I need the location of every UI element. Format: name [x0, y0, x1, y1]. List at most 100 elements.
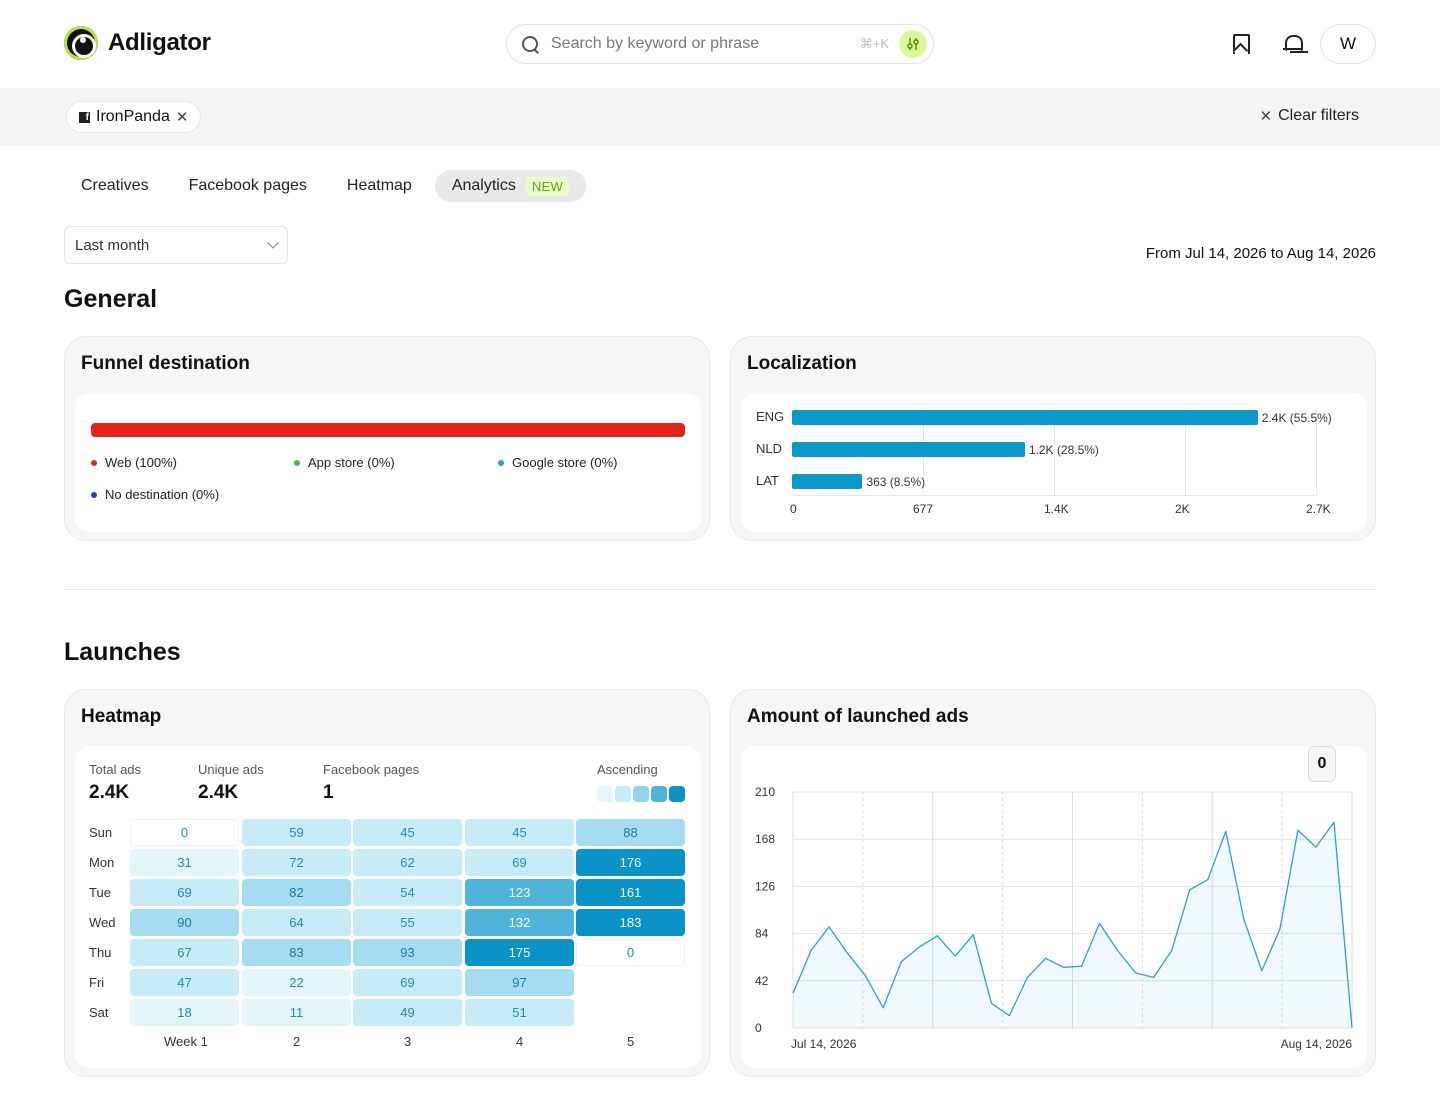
x-tick-label: 677 [913, 502, 934, 516]
heatmap-cell[interactable]: 69 [465, 849, 574, 876]
heatmap-cell[interactable]: 49 [353, 999, 462, 1026]
data-point [1007, 1014, 1011, 1018]
period-select[interactable]: Last month [64, 226, 288, 264]
heatmap-cell[interactable]: 45 [353, 819, 462, 846]
day-label: Tue [89, 885, 111, 900]
day-label: Thu [89, 945, 112, 960]
heatmap-cell[interactable]: 45 [465, 819, 574, 846]
x-tick-label: Jul 14, 2026 [791, 1037, 857, 1051]
card-title: Heatmap [81, 706, 162, 727]
heatmap-cell[interactable]: 83 [242, 939, 351, 966]
heatmap-cell[interactable]: 64 [242, 909, 351, 936]
search-input[interactable]: Search by keyword or phrase [551, 35, 760, 52]
avatar[interactable]: W [1320, 24, 1376, 64]
stat-label-unique-ads: Unique ads [198, 762, 264, 777]
day-label: Wed [89, 915, 116, 930]
heatmap-cell[interactable]: 69 [130, 879, 239, 906]
section-divider [64, 589, 1376, 590]
week-label: 2 [293, 1034, 301, 1049]
legend-item: No destination (0%) [91, 487, 219, 502]
clear-filters-label: Clear filters [1278, 107, 1359, 124]
brand-logo[interactable]: Adligator [64, 26, 211, 60]
x-tick-label: 1.4K [1044, 502, 1069, 516]
heatmap-cell[interactable]: 0 [576, 939, 685, 966]
day-label: Mon [89, 855, 115, 870]
data-point [1224, 829, 1228, 833]
tab-creatives[interactable]: Creatives [64, 170, 166, 202]
legend-dot [91, 491, 97, 498]
bar-nld [792, 442, 1025, 457]
series-area [793, 822, 1352, 1028]
heatmap-cell[interactable]: 18 [130, 999, 239, 1026]
bell-icon[interactable] [1282, 34, 1303, 54]
legend-dot [91, 459, 97, 466]
data-point [1170, 948, 1174, 952]
localization-body: 0 677 1.4K 2K 2.7K ENG 2.4K (55.5%) NLD 1.2K (28… [741, 393, 1367, 532]
legend-item: Web (100%) [91, 455, 177, 470]
heatmap-cell[interactable]: 0 [130, 819, 239, 846]
heatmap-cell[interactable]: 88 [576, 819, 685, 846]
gridline [1185, 409, 1186, 495]
week-label: 3 [404, 1034, 412, 1049]
filter-chip-ironpanda[interactable]: f IronPanda ✕ [66, 101, 202, 133]
tab-label: Heatmap [346, 177, 412, 194]
data-point [1260, 969, 1264, 973]
heatmap-cell[interactable]: 55 [353, 909, 462, 936]
heatmap-cell[interactable]: 93 [353, 939, 462, 966]
search-filters-button[interactable] [899, 30, 927, 58]
heatmap-cell[interactable]: 123 [465, 879, 574, 906]
legend-label: Google store (0%) [512, 455, 618, 470]
heatmap-cell[interactable]: 161 [576, 879, 685, 906]
heatmap-cell[interactable]: 97 [465, 969, 574, 996]
bookmark-icon[interactable] [1230, 34, 1250, 54]
data-point [809, 948, 813, 952]
data-point [1278, 927, 1282, 931]
y-tick-label: 126 [755, 879, 775, 893]
heatmap-cell[interactable]: 47 [130, 969, 239, 996]
chevron-down-icon [267, 237, 279, 249]
chart-reset-button[interactable]: 0 [1308, 746, 1336, 782]
data-point [1296, 828, 1300, 832]
data-point [863, 973, 867, 977]
tab-analytics[interactable]: Analytics NEW [434, 170, 587, 202]
data-point [1025, 975, 1029, 979]
card-title: Amount of launched ads [747, 706, 969, 727]
heatmap-order-label[interactable]: Ascending [597, 762, 658, 777]
tab-label: Analytics [451, 177, 516, 194]
y-tick-label: 168 [755, 832, 775, 846]
heatmap-cell[interactable]: 82 [242, 879, 351, 906]
data-point [1206, 878, 1210, 882]
heatmap-cell[interactable]: 11 [242, 999, 351, 1026]
data-point [827, 925, 831, 929]
heatmap-cell[interactable]: 176 [576, 849, 685, 876]
close-icon[interactable]: ✕ [175, 109, 189, 126]
heatmap-cell[interactable]: 62 [353, 849, 462, 876]
heatmap-cell[interactable]: 72 [242, 849, 351, 876]
heatmap-cell[interactable]: 67 [130, 939, 239, 966]
heatmap-cell[interactable]: 51 [465, 999, 574, 1026]
day-label: Sat [89, 1005, 109, 1020]
row-label: ENG [756, 409, 785, 424]
heatmap-cell[interactable]: 90 [130, 909, 239, 936]
heatmap-cell[interactable]: 22 [242, 969, 351, 996]
heatmap-cell[interactable]: 54 [353, 879, 462, 906]
y-tick-label: 42 [755, 974, 769, 988]
stat-value-total-ads: 2.4K [89, 782, 130, 803]
heatmap-cell[interactable]: 31 [130, 849, 239, 876]
heatmap-color-scale [597, 786, 685, 802]
heatmap-cell[interactable]: 59 [242, 819, 351, 846]
day-label: Sun [89, 825, 113, 840]
heatmap-cell[interactable]: 69 [353, 969, 462, 996]
tab-label: Creatives [81, 177, 149, 194]
heatmap-cell[interactable]: 175 [465, 939, 574, 966]
heatmap-cell[interactable]: 132 [465, 909, 574, 936]
data-point [1098, 921, 1102, 925]
heatmap-cell[interactable]: 183 [576, 909, 685, 936]
tab-facebook-pages[interactable]: Facebook pages [172, 170, 324, 202]
search-bar[interactable]: Search by keyword or phrase ⌘+K [506, 24, 934, 64]
y-tick-label: 84 [755, 927, 769, 941]
tab-heatmap[interactable]: Heatmap [330, 170, 429, 202]
data-point [881, 1006, 885, 1010]
clear-filters-button[interactable]: ✕ Clear filters [1260, 107, 1359, 125]
tab-label: Facebook pages [188, 177, 307, 194]
